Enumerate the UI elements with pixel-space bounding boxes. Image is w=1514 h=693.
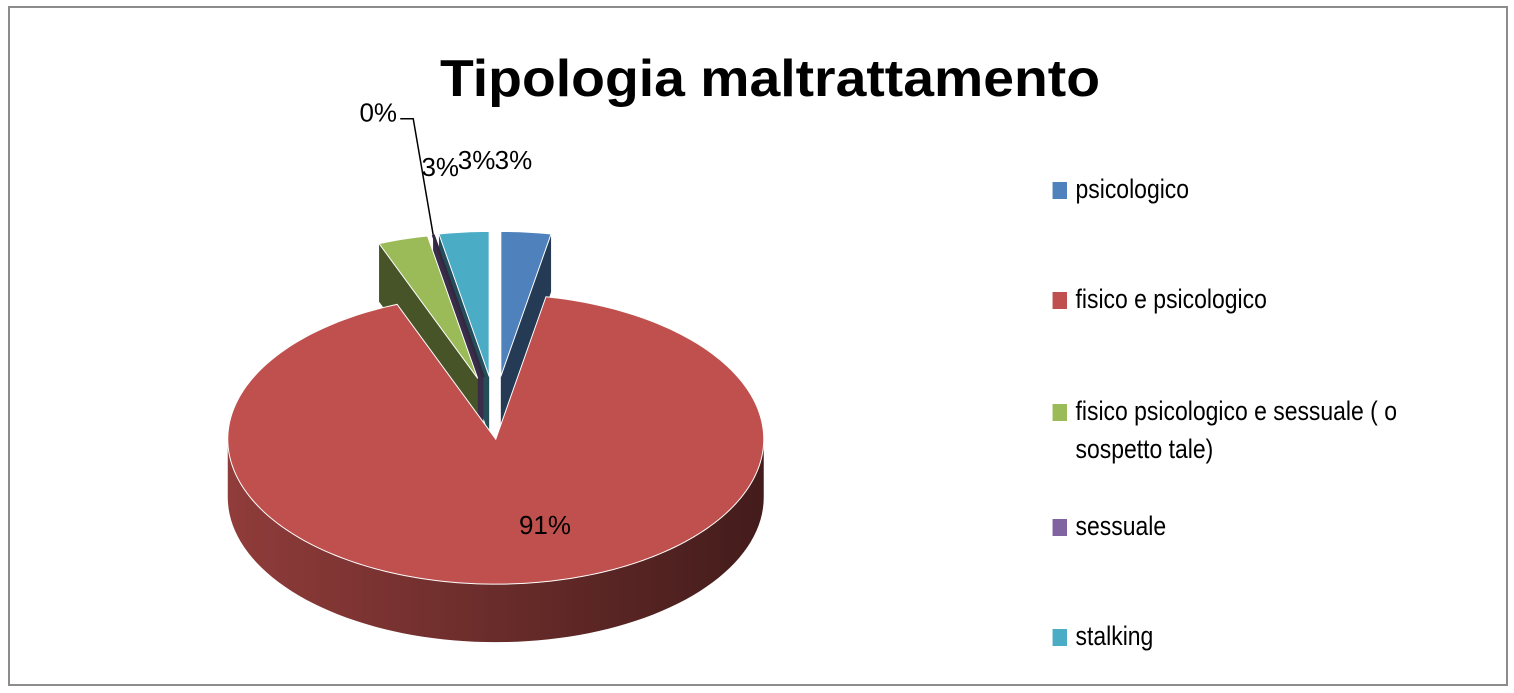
slice-side	[227, 439, 764, 643]
leader-line	[400, 118, 434, 235]
legend-swatch	[1052, 404, 1067, 421]
legend-swatch	[1052, 629, 1067, 646]
legend-label: fisico e psicologico	[1075, 284, 1267, 314]
slice	[500, 230, 552, 435]
data-label: 3%	[421, 152, 459, 182]
chart-frame	[8, 6, 1508, 686]
legend-item: psicologico	[1050, 170, 1433, 208]
legend-item: stalking	[1050, 617, 1433, 655]
chart-title: Tipologia maltrattamento	[440, 50, 1100, 108]
data-label: 3%	[495, 145, 533, 175]
legend-label: stalking	[1075, 621, 1154, 651]
legend-item: fisico psicologico e sessuale ( o sospet…	[1050, 392, 1433, 468]
legend-swatch	[1052, 519, 1067, 536]
slice-top	[431, 234, 485, 378]
data-label: 91%	[519, 510, 571, 540]
slice-top	[500, 230, 552, 377]
legend-label: sessuale	[1075, 511, 1167, 541]
slice	[227, 296, 765, 643]
legend-label: fisico psicologico e sessuale ( o sospet…	[1075, 396, 1397, 464]
legend-label: psicologico	[1075, 174, 1190, 204]
data-label: 0%	[359, 98, 397, 128]
slice-top	[438, 230, 490, 377]
data-label: 3%	[458, 145, 496, 175]
legend-item: fisico e psicologico	[1050, 280, 1433, 318]
slice-top	[227, 296, 765, 585]
slice-wall	[500, 234, 552, 435]
legend-item: sessuale	[1050, 507, 1433, 545]
slice-top	[378, 235, 479, 379]
legend-swatch	[1052, 182, 1067, 199]
legend-swatch	[1052, 292, 1067, 309]
